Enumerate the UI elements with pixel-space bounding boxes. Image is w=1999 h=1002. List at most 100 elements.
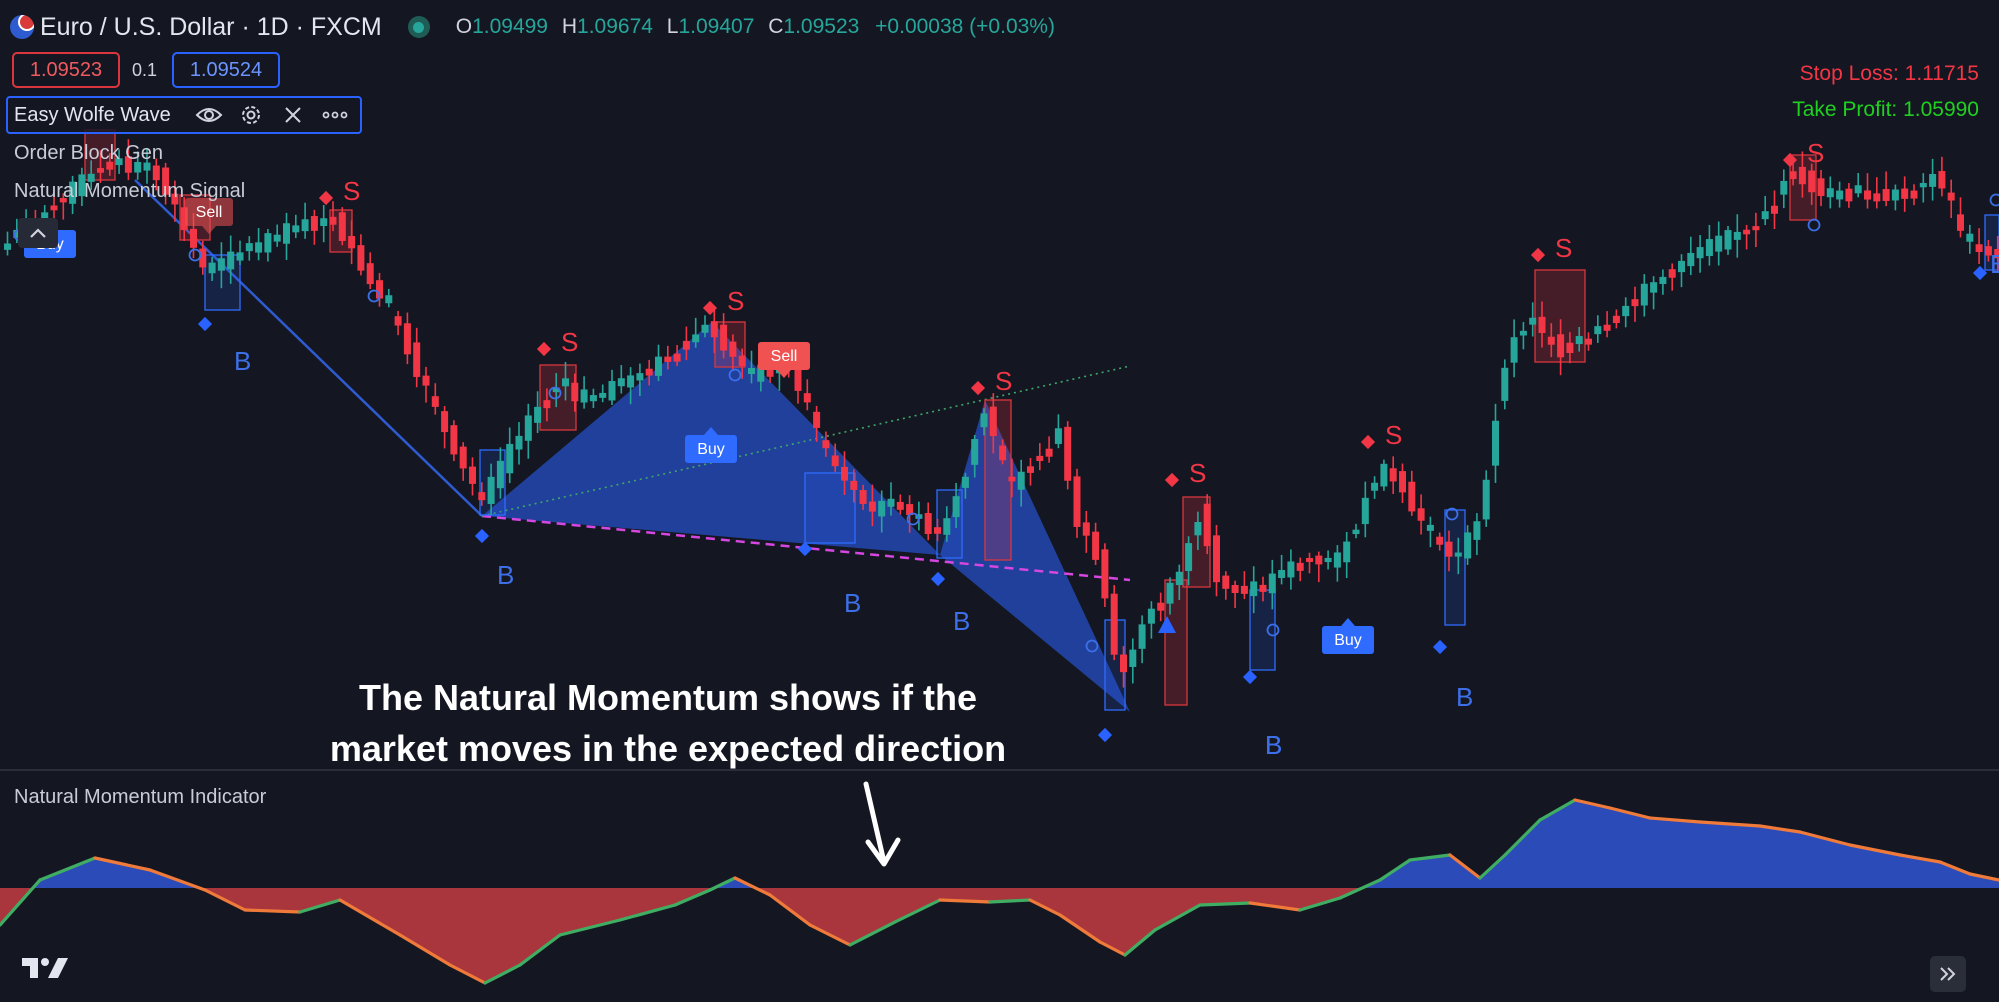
candle-body (1780, 180, 1788, 195)
spread-value: 0.1 (132, 60, 158, 80)
candle-body (766, 364, 774, 377)
candle-body (608, 381, 616, 401)
candle-body (1826, 188, 1834, 198)
candle-body (1603, 324, 1611, 331)
momentum-line-segment (1378, 858, 1412, 882)
candle-body (1417, 508, 1425, 521)
wolfe-wave-triangle-2 (940, 400, 1130, 712)
candle-body (106, 161, 114, 170)
candle-body (636, 373, 644, 381)
candle-body (934, 527, 941, 534)
open-label: O (455, 15, 473, 38)
sell-signal-diamond (1782, 152, 1798, 168)
close-icon[interactable] (277, 99, 309, 131)
indicator-name[interactable]: Easy Wolfe Wave (14, 103, 171, 126)
symbol-title[interactable]: Euro / U.S. Dollar · 1D · FXCM (40, 12, 382, 41)
candle-body (1110, 593, 1118, 655)
candle-body (1064, 426, 1072, 481)
sell-signal-diamond (536, 341, 552, 357)
candle-body (720, 324, 728, 351)
momentum-line-segment (203, 888, 247, 912)
candle-body (543, 400, 551, 409)
indicator-order-block-gen[interactable]: Order Block Gen (14, 142, 163, 164)
candle-body (1464, 532, 1472, 559)
candle-body (1994, 249, 1999, 259)
buy-signal-diamond (1097, 727, 1113, 743)
candle-body (1733, 231, 1741, 240)
candle-body (1399, 471, 1406, 493)
candle-body (1017, 471, 1025, 490)
take-profit-label: Take Profit: 1.05990 (1792, 98, 1979, 121)
tradingview-logo[interactable] (20, 954, 72, 982)
candle-body (1789, 171, 1797, 180)
more-icon[interactable] (319, 99, 351, 131)
candle-body (1147, 608, 1155, 624)
momentum-line-segment (808, 923, 852, 947)
candle-body (236, 252, 244, 261)
momentum-line-segment (1058, 913, 1102, 944)
candle-body (1380, 463, 1388, 487)
sell-tag-box (185, 198, 233, 226)
sell-signal-label: S (1385, 420, 1402, 450)
candle-body (571, 382, 579, 402)
signal-circle (728, 368, 742, 382)
candle-body (1333, 552, 1341, 568)
candle-body (1966, 233, 1974, 242)
candle-body (162, 167, 170, 195)
momentum-line-segment (1503, 818, 1542, 857)
candle-body (1315, 555, 1323, 565)
indicator-easy-wolfe-wave[interactable]: Easy Wolfe Wave (6, 96, 362, 134)
candle-body (1919, 182, 1927, 188)
buy-signal-label: B (844, 588, 861, 618)
momentum-line-segment (1248, 901, 1302, 912)
candle-body (1650, 282, 1658, 293)
candle-body (1585, 338, 1592, 345)
candle-body (701, 324, 709, 333)
sell-signal-diamond (1360, 434, 1376, 450)
buy-signal-diamond (930, 571, 946, 587)
candle-body (1854, 185, 1862, 194)
candle-body (887, 498, 895, 507)
buy-price-button[interactable]: 1.09524 (172, 52, 280, 88)
candle-body (906, 504, 914, 516)
sell-tag-pointer (202, 226, 216, 234)
candle-body (599, 392, 607, 398)
momentum-line-segment (1298, 896, 1342, 912)
momentum-line-segment (483, 963, 522, 985)
gear-icon[interactable] (235, 99, 267, 131)
candle-body (1306, 557, 1313, 563)
candle-body (999, 445, 1007, 461)
buy-signal-label: B (1456, 682, 1473, 712)
candle-body (1287, 561, 1295, 578)
candle-body (13, 229, 21, 238)
market-status-icon[interactable] (407, 16, 430, 38)
high-label: H (561, 15, 578, 38)
candle-body (664, 356, 672, 362)
momentum-line-segment (0, 878, 42, 927)
buy-signal-diamond (1972, 265, 1988, 281)
candle-body (682, 340, 690, 350)
candle-body (1519, 330, 1527, 336)
lower-panel-title[interactable]: Natural Momentum Indicator (14, 786, 267, 808)
candle-body (794, 360, 802, 391)
expand-button[interactable] (1930, 956, 1966, 992)
buy-tag-box (685, 435, 737, 463)
momentum-line-segment (243, 908, 302, 914)
candle-body (859, 490, 867, 504)
candle-body (1891, 189, 1899, 201)
sell-signal-label: S (995, 366, 1012, 396)
sell-price-button[interactable]: 1.09523 (12, 52, 120, 88)
eye-icon[interactable] (193, 99, 225, 131)
annotation-arrow-head (865, 837, 901, 867)
buy-signal-label: B (1990, 249, 1999, 279)
indicator-natural-momentum-signal[interactable]: Natural Momentum Signal (14, 180, 246, 202)
collapse-legend-button[interactable] (18, 218, 58, 248)
candle-body (190, 228, 197, 248)
candle-body (803, 393, 811, 403)
candle-body (413, 342, 421, 377)
signal-circle (367, 289, 381, 303)
candle-body (87, 173, 95, 182)
candle-body (1575, 336, 1583, 345)
candle-body (1743, 229, 1751, 235)
